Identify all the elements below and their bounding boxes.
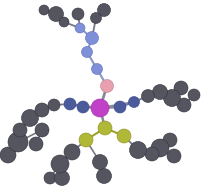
Circle shape <box>152 84 167 99</box>
Circle shape <box>150 139 168 157</box>
Circle shape <box>54 170 69 185</box>
Circle shape <box>113 101 125 113</box>
Circle shape <box>92 154 107 170</box>
Circle shape <box>128 97 139 108</box>
Circle shape <box>0 147 16 163</box>
Circle shape <box>100 80 113 92</box>
Circle shape <box>29 137 43 151</box>
Circle shape <box>162 133 176 147</box>
Circle shape <box>51 155 69 173</box>
Circle shape <box>187 89 199 101</box>
Circle shape <box>13 123 27 137</box>
Circle shape <box>64 144 80 160</box>
Circle shape <box>116 129 130 143</box>
Circle shape <box>173 81 187 95</box>
Circle shape <box>48 99 60 111</box>
Circle shape <box>39 5 49 15</box>
Circle shape <box>81 46 92 57</box>
Circle shape <box>72 8 84 20</box>
Circle shape <box>166 149 180 163</box>
Circle shape <box>8 132 28 152</box>
Circle shape <box>176 98 190 112</box>
Circle shape <box>75 23 85 33</box>
Circle shape <box>97 4 110 16</box>
Circle shape <box>85 32 98 44</box>
Circle shape <box>48 6 63 22</box>
Circle shape <box>91 64 102 74</box>
Circle shape <box>141 90 154 102</box>
Circle shape <box>96 169 111 184</box>
Circle shape <box>144 147 158 161</box>
Circle shape <box>59 17 69 27</box>
Circle shape <box>64 98 76 110</box>
Circle shape <box>90 12 101 23</box>
Circle shape <box>77 101 89 113</box>
Circle shape <box>35 123 49 137</box>
Circle shape <box>91 99 109 117</box>
Circle shape <box>44 172 56 184</box>
Circle shape <box>98 121 111 135</box>
Circle shape <box>21 109 38 126</box>
Circle shape <box>129 142 146 159</box>
Circle shape <box>163 90 180 106</box>
Circle shape <box>79 133 93 147</box>
Circle shape <box>35 103 49 117</box>
